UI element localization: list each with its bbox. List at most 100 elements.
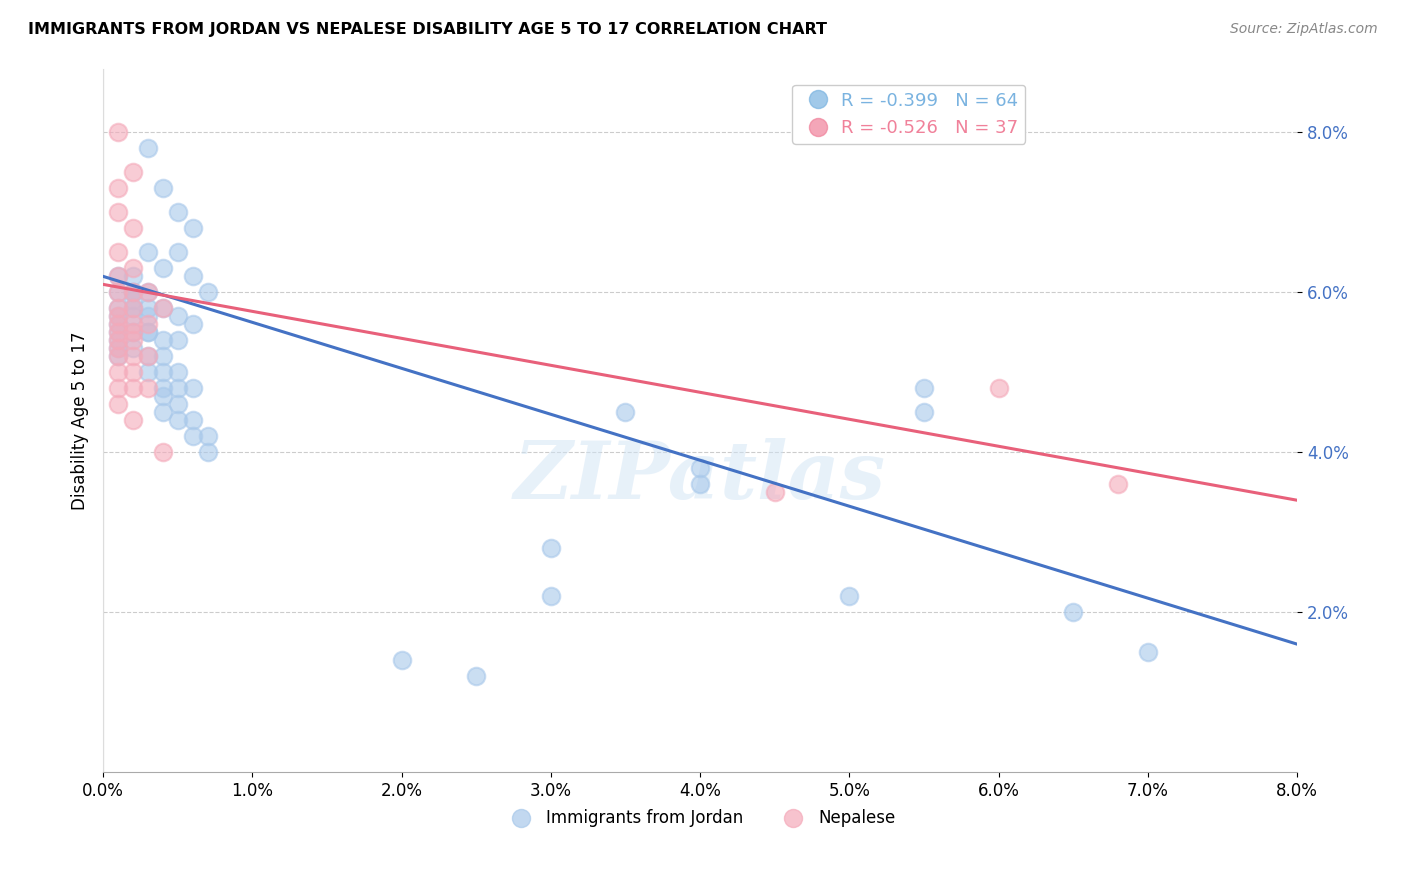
Point [136, 326, 159, 340]
Point [152, 381, 174, 395]
Point [763, 485, 786, 500]
Point [122, 221, 145, 235]
Point [166, 365, 188, 379]
Point [107, 301, 129, 316]
Point [166, 245, 188, 260]
Point [166, 205, 188, 219]
Point [197, 285, 219, 300]
Point [107, 342, 129, 356]
Point [136, 326, 159, 340]
Point [152, 349, 174, 363]
Point [136, 245, 159, 260]
Point [166, 310, 188, 324]
Point [122, 285, 145, 300]
Point [122, 326, 145, 340]
Point [181, 429, 204, 443]
Point [107, 310, 129, 324]
Point [465, 669, 488, 683]
Point [166, 413, 188, 427]
Point [122, 413, 145, 427]
Point [152, 301, 174, 316]
Point [122, 318, 145, 332]
Point [152, 301, 174, 316]
Text: IMMIGRANTS FROM JORDAN VS NEPALESE DISABILITY AGE 5 TO 17 CORRELATION CHART: IMMIGRANTS FROM JORDAN VS NEPALESE DISAB… [28, 22, 827, 37]
Point [122, 261, 145, 276]
Point [107, 326, 129, 340]
Point [1062, 605, 1084, 619]
Point [912, 405, 935, 419]
Point [107, 318, 129, 332]
Point [122, 381, 145, 395]
Point [122, 326, 145, 340]
Point [136, 285, 159, 300]
Point [152, 181, 174, 195]
Point [107, 245, 129, 260]
Point [152, 365, 174, 379]
Point [540, 541, 562, 556]
Point [122, 365, 145, 379]
Point [152, 405, 174, 419]
Point [181, 413, 204, 427]
Point [689, 461, 711, 475]
Point [987, 381, 1010, 395]
Point [107, 269, 129, 284]
Point [122, 301, 145, 316]
Point [136, 381, 159, 395]
Text: Source: ZipAtlas.com: Source: ZipAtlas.com [1230, 22, 1378, 37]
Point [152, 261, 174, 276]
Point [136, 318, 159, 332]
Point [107, 397, 129, 411]
Point [136, 365, 159, 379]
Point [614, 405, 637, 419]
Point [391, 653, 413, 667]
Point [122, 301, 145, 316]
Point [107, 285, 129, 300]
Point [107, 326, 129, 340]
Point [107, 205, 129, 219]
Point [107, 285, 129, 300]
Point [152, 445, 174, 459]
Point [107, 310, 129, 324]
Point [107, 181, 129, 195]
Point [166, 397, 188, 411]
Point [152, 334, 174, 348]
Point [540, 589, 562, 603]
Point [181, 318, 204, 332]
Point [122, 334, 145, 348]
Point [107, 349, 129, 363]
Point [136, 141, 159, 155]
Point [1136, 645, 1159, 659]
Point [107, 342, 129, 356]
Point [181, 269, 204, 284]
Point [122, 285, 145, 300]
Point [912, 381, 935, 395]
Point [107, 365, 129, 379]
Point [107, 349, 129, 363]
Point [107, 318, 129, 332]
Legend: Immigrants from Jordan, Nepalese: Immigrants from Jordan, Nepalese [498, 803, 903, 834]
Point [136, 349, 159, 363]
Point [197, 429, 219, 443]
Point [689, 477, 711, 491]
Point [122, 310, 145, 324]
Point [166, 381, 188, 395]
Point [122, 293, 145, 308]
Point [122, 342, 145, 356]
Point [122, 269, 145, 284]
Point [122, 285, 145, 300]
Point [136, 285, 159, 300]
Point [122, 349, 145, 363]
Point [107, 334, 129, 348]
Point [107, 381, 129, 395]
Point [152, 389, 174, 403]
Point [838, 589, 860, 603]
Point [181, 381, 204, 395]
Point [136, 349, 159, 363]
Point [181, 221, 204, 235]
Point [107, 269, 129, 284]
Point [166, 334, 188, 348]
Text: ZIPatlas: ZIPatlas [515, 438, 886, 516]
Point [107, 126, 129, 140]
Point [197, 445, 219, 459]
Point [136, 310, 159, 324]
